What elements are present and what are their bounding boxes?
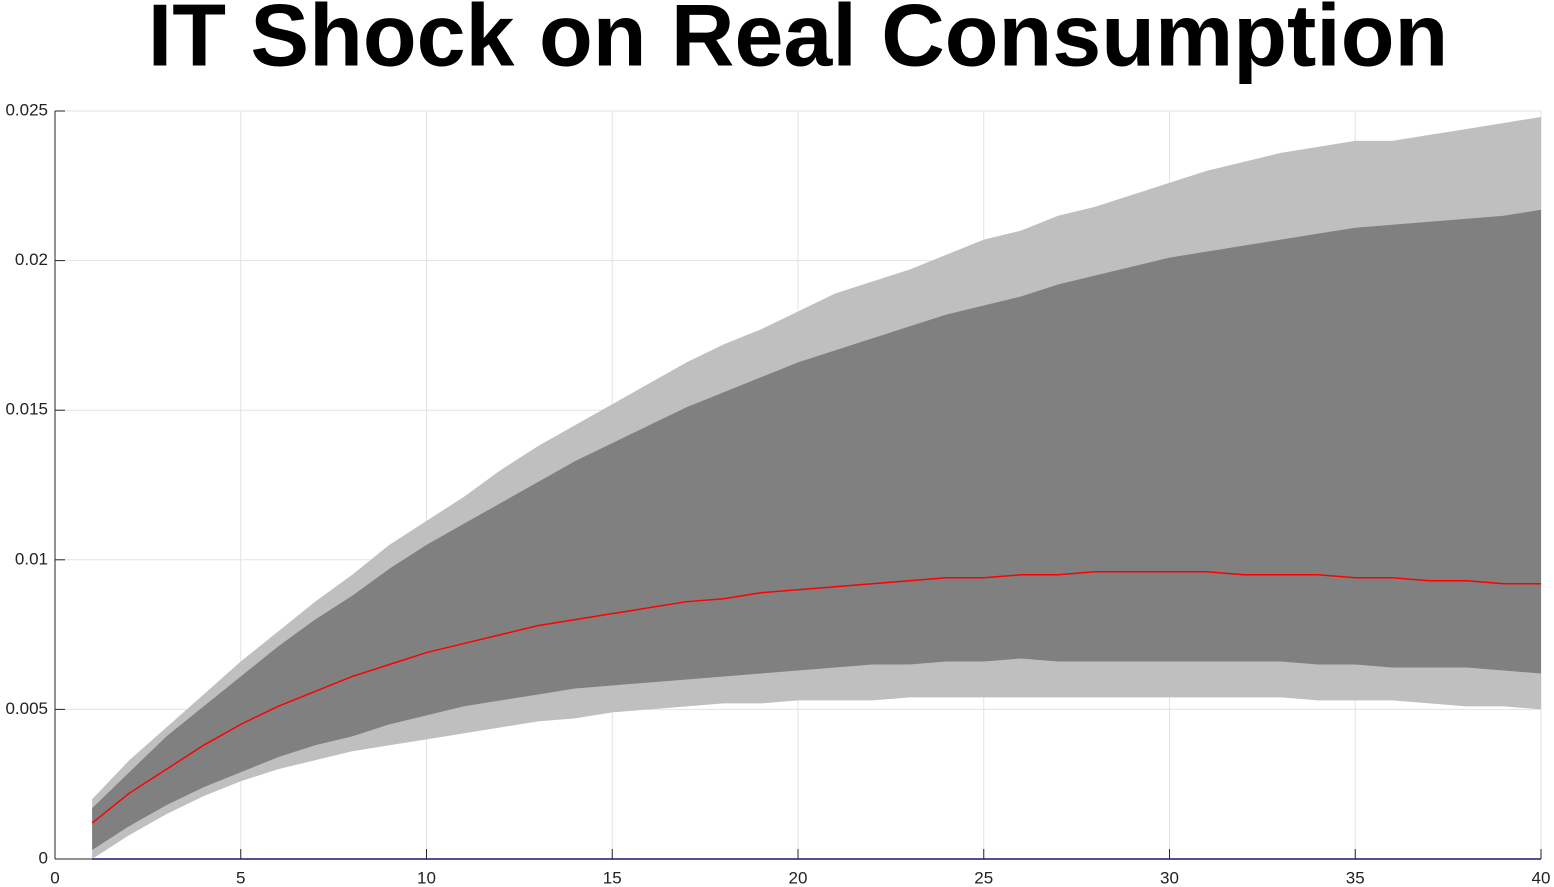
x-tick-label: 15 <box>603 868 622 887</box>
chart-title: IT Shock on Real Consumption <box>148 0 1449 84</box>
y-tick-label: 0.01 <box>15 549 48 568</box>
y-tick-label: 0.015 <box>5 400 48 419</box>
x-tick-label: 30 <box>1160 868 1179 887</box>
x-tick-label: 35 <box>1346 868 1365 887</box>
x-tick-label: 25 <box>974 868 993 887</box>
x-tick-label: 0 <box>50 868 59 887</box>
confidence-band <box>92 209 1541 851</box>
y-tick-label: 0.02 <box>15 250 48 269</box>
y-tick-label: 0.025 <box>5 100 48 119</box>
x-tick-label: 10 <box>417 868 436 887</box>
y-tick-label: 0 <box>39 848 48 867</box>
x-tick-label: 5 <box>236 868 245 887</box>
x-tick-label: 20 <box>789 868 808 887</box>
line <box>91 571 1541 824</box>
y-tick-label: 0.005 <box>5 699 48 718</box>
x-tick-label: 40 <box>1532 868 1551 887</box>
